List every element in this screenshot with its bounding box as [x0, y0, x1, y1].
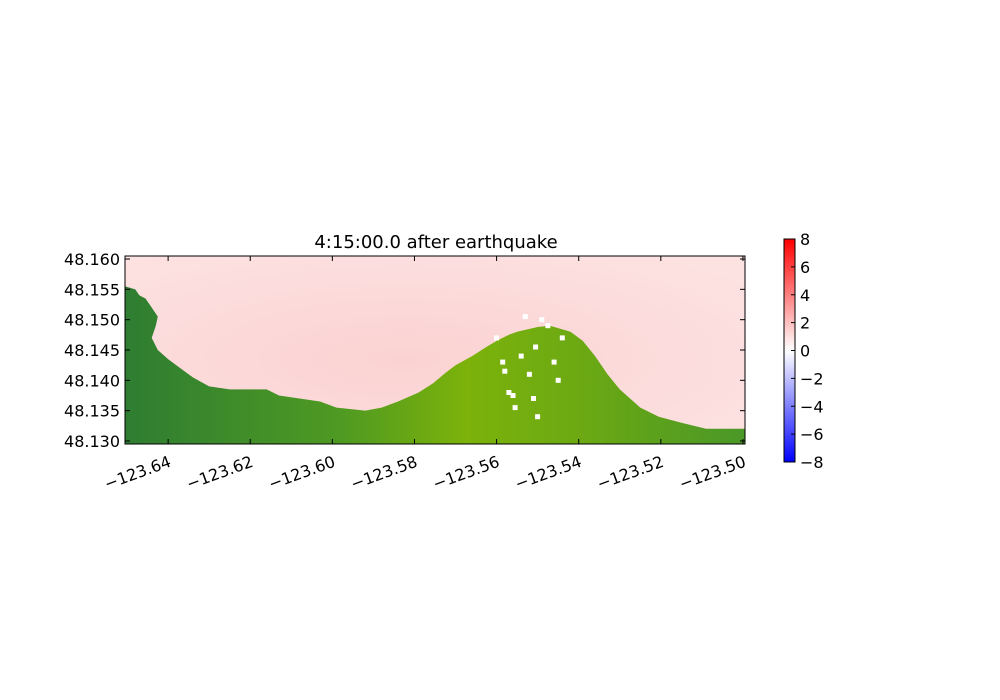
- x-tick-label: −123.50: [677, 452, 749, 494]
- y-tick-label: 48.160: [64, 250, 120, 269]
- dry-patch: [535, 414, 541, 420]
- dry-patch: [555, 377, 561, 383]
- dry-patch: [545, 323, 551, 329]
- y-tick-label: 48.140: [64, 371, 120, 390]
- x-tick-label: −123.64: [102, 452, 174, 494]
- dry-patch: [512, 405, 518, 411]
- dry-patch: [522, 314, 528, 320]
- dry-patch: [494, 335, 500, 341]
- y-tick-label: 48.155: [64, 280, 120, 299]
- dry-patch: [506, 390, 512, 395]
- x-tick-label: −123.58: [348, 452, 420, 494]
- colorbar-tick-label: 6: [800, 258, 810, 277]
- colorbar-tick-label: 0: [800, 342, 810, 361]
- colorbar-tick-label: −8: [800, 453, 824, 472]
- dry-patch: [551, 359, 557, 365]
- y-tick-label: 48.150: [64, 311, 120, 330]
- dry-patch: [531, 396, 536, 401]
- colorbar-tick-label: 8: [800, 230, 810, 249]
- y-tick-label: 48.130: [64, 432, 120, 451]
- plot-area: −123.64 −123.62 −123.60 −123.58 −123.56 −123.…: [64, 250, 748, 493]
- x-tick-label: −123.56: [430, 452, 502, 494]
- dry-patch: [533, 344, 539, 350]
- land-region: [125, 286, 745, 444]
- colorbar-ticks: 8 6 4 2 0 −2 −4 −6 −8: [791, 230, 824, 472]
- x-tick-label: −123.62: [184, 452, 256, 494]
- dry-patch: [559, 335, 565, 341]
- dry-patch: [500, 359, 506, 365]
- colorbar-tick-label: 2: [800, 314, 810, 333]
- x-tick-label: −123.54: [512, 452, 584, 494]
- y-axis: 48.130 48.135 48.140 48.145 48.150 48.155 48.1…: [64, 250, 745, 451]
- colorbar-tick-label: −6: [800, 425, 824, 444]
- y-tick-label: 48.145: [64, 341, 120, 360]
- dry-patches: [494, 314, 565, 420]
- y-tick-label: 48.135: [64, 402, 120, 421]
- dry-patch: [510, 393, 516, 398]
- colorbar-tick-label: −2: [800, 369, 824, 388]
- dry-patch: [526, 371, 532, 377]
- x-tick-label: −123.52: [594, 452, 666, 494]
- colorbar: 8 6 4 2 0 −2 −4 −6 −8: [783, 230, 824, 472]
- chart-title: 4:15:00.0 after earthquake: [314, 232, 557, 253]
- colorbar-tick-label: −4: [800, 397, 824, 416]
- dry-patch: [539, 317, 545, 323]
- colorbar-tick-label: 4: [800, 286, 810, 305]
- dry-patch: [502, 368, 508, 374]
- x-tick-label: −123.60: [266, 452, 338, 494]
- dry-patch: [518, 353, 524, 359]
